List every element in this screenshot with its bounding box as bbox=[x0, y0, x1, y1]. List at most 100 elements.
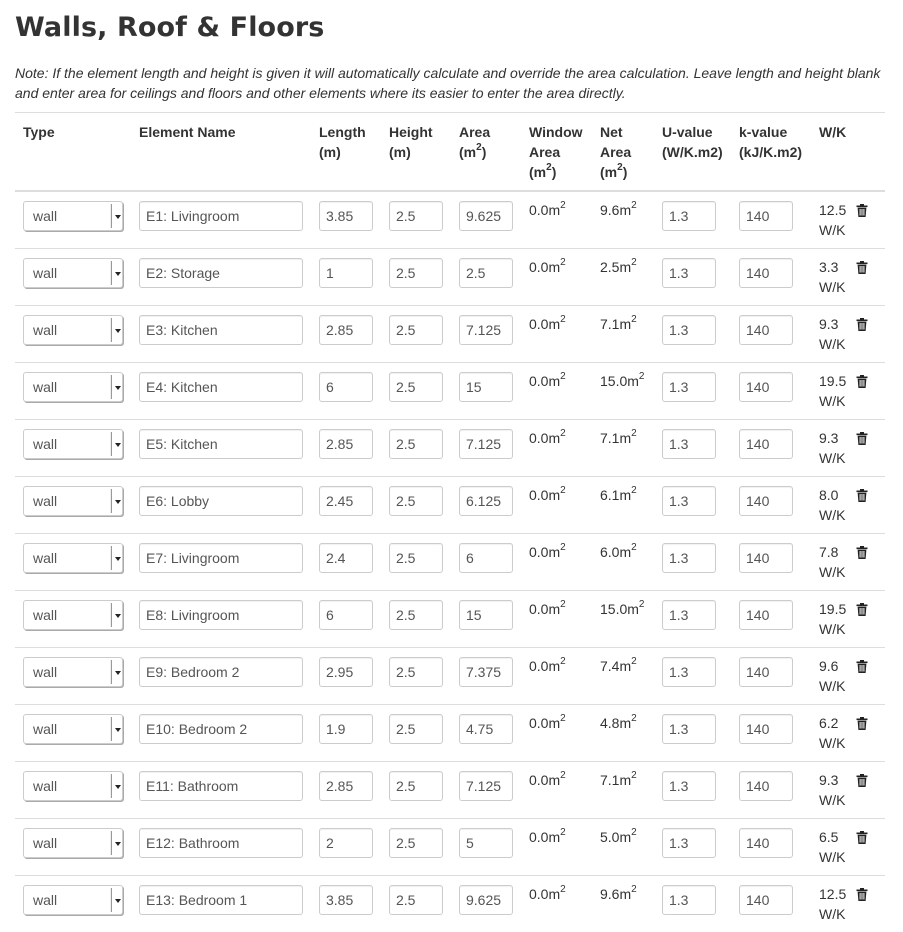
k-value-input[interactable]: 140 bbox=[739, 314, 793, 345]
length-input[interactable]: 2.95 bbox=[319, 656, 373, 687]
type-select[interactable]: wall bbox=[23, 542, 123, 573]
delete-row-button[interactable] bbox=[856, 305, 885, 362]
length-input[interactable]: 1.9 bbox=[319, 713, 373, 744]
type-select[interactable]: wall bbox=[23, 770, 123, 801]
u-value-input[interactable]: 1.3 bbox=[662, 542, 716, 573]
element-name-input[interactable]: E1: Livingroom bbox=[139, 201, 303, 231]
k-value-input[interactable]: 140 bbox=[739, 713, 793, 744]
type-select[interactable]: wall bbox=[23, 827, 123, 858]
k-value-input[interactable]: 140 bbox=[739, 428, 793, 459]
element-name-input[interactable]: E9: Bedroom 2 bbox=[139, 656, 303, 687]
height-input[interactable]: 2.5 bbox=[389, 371, 443, 402]
area-input[interactable]: 9.625 bbox=[459, 201, 513, 231]
u-value-input[interactable]: 1.3 bbox=[662, 884, 716, 915]
u-value-input[interactable]: 1.3 bbox=[662, 314, 716, 345]
delete-row-button[interactable] bbox=[856, 875, 885, 932]
element-name-input[interactable]: E6: Lobby bbox=[139, 485, 303, 516]
u-value-input[interactable]: 1.3 bbox=[662, 428, 716, 459]
type-select[interactable]: wall bbox=[23, 257, 123, 288]
u-value-input[interactable]: 1.3 bbox=[662, 599, 716, 630]
height-input[interactable]: 2.5 bbox=[389, 770, 443, 801]
k-value-input[interactable]: 140 bbox=[739, 827, 793, 858]
element-name-input[interactable]: E10: Bedroom 2 bbox=[139, 713, 303, 744]
length-input[interactable]: 3.85 bbox=[319, 884, 373, 915]
height-input[interactable]: 2.5 bbox=[389, 201, 443, 231]
type-select[interactable]: wall bbox=[23, 428, 123, 459]
u-value-input[interactable]: 1.3 bbox=[662, 713, 716, 744]
height-input[interactable]: 2.5 bbox=[389, 713, 443, 744]
k-value-input[interactable]: 140 bbox=[739, 201, 793, 231]
u-value-input[interactable]: 1.3 bbox=[662, 257, 716, 288]
type-select[interactable]: wall bbox=[23, 713, 123, 744]
area-input[interactable]: 6.125 bbox=[459, 485, 513, 516]
u-value-input[interactable]: 1.3 bbox=[662, 770, 716, 801]
area-input[interactable]: 7.125 bbox=[459, 770, 513, 801]
height-input[interactable]: 2.5 bbox=[389, 428, 443, 459]
element-name-input[interactable]: E2: Storage bbox=[139, 257, 303, 288]
length-input[interactable]: 3.85 bbox=[319, 201, 373, 231]
height-input[interactable]: 2.5 bbox=[389, 485, 443, 516]
type-select[interactable]: wall bbox=[23, 201, 123, 231]
k-value-input[interactable]: 140 bbox=[739, 884, 793, 915]
delete-row-button[interactable] bbox=[856, 248, 885, 305]
k-value-input[interactable]: 140 bbox=[739, 485, 793, 516]
height-input[interactable]: 2.5 bbox=[389, 656, 443, 687]
element-name-input[interactable]: E8: Livingroom bbox=[139, 599, 303, 630]
element-name-input[interactable]: E13: Bedroom 1 bbox=[139, 884, 303, 915]
length-input[interactable]: 1 bbox=[319, 257, 373, 288]
u-value-input[interactable]: 1.3 bbox=[662, 371, 716, 402]
area-input[interactable]: 4.75 bbox=[459, 713, 513, 744]
type-select[interactable]: wall bbox=[23, 656, 123, 687]
element-name-input[interactable]: E5: Kitchen bbox=[139, 428, 303, 459]
element-name-input[interactable]: E11: Bathroom bbox=[139, 770, 303, 801]
area-input[interactable]: 7.375 bbox=[459, 656, 513, 687]
type-select[interactable]: wall bbox=[23, 884, 123, 915]
type-select[interactable]: wall bbox=[23, 485, 123, 516]
k-value-input[interactable]: 140 bbox=[739, 371, 793, 402]
area-input[interactable]: 9.625 bbox=[459, 884, 513, 915]
delete-row-button[interactable] bbox=[856, 362, 885, 419]
height-input[interactable]: 2.5 bbox=[389, 542, 443, 573]
element-name-input[interactable]: E7: Livingroom bbox=[139, 542, 303, 573]
delete-row-button[interactable] bbox=[856, 533, 885, 590]
area-input[interactable]: 15 bbox=[459, 599, 513, 630]
area-input[interactable]: 2.5 bbox=[459, 257, 513, 288]
length-input[interactable]: 6 bbox=[319, 599, 373, 630]
area-input[interactable]: 7.125 bbox=[459, 314, 513, 345]
length-input[interactable]: 2.4 bbox=[319, 542, 373, 573]
u-value-input[interactable]: 1.3 bbox=[662, 485, 716, 516]
area-input[interactable]: 5 bbox=[459, 827, 513, 858]
type-select[interactable]: wall bbox=[23, 371, 123, 402]
k-value-input[interactable]: 140 bbox=[739, 542, 793, 573]
area-input[interactable]: 15 bbox=[459, 371, 513, 402]
area-input[interactable]: 7.125 bbox=[459, 428, 513, 459]
element-name-input[interactable]: E3: Kitchen bbox=[139, 314, 303, 345]
delete-row-button[interactable] bbox=[856, 476, 885, 533]
delete-row-button[interactable] bbox=[856, 191, 885, 248]
length-input[interactable]: 2.85 bbox=[319, 428, 373, 459]
u-value-input[interactable]: 1.3 bbox=[662, 201, 716, 231]
type-select[interactable]: wall bbox=[23, 314, 123, 345]
delete-row-button[interactable] bbox=[856, 647, 885, 704]
element-name-input[interactable]: E12: Bathroom bbox=[139, 827, 303, 858]
delete-row-button[interactable] bbox=[856, 704, 885, 761]
k-value-input[interactable]: 140 bbox=[739, 770, 793, 801]
element-name-input[interactable]: E4: Kitchen bbox=[139, 371, 303, 402]
height-input[interactable]: 2.5 bbox=[389, 257, 443, 288]
k-value-input[interactable]: 140 bbox=[739, 599, 793, 630]
length-input[interactable]: 2.45 bbox=[319, 485, 373, 516]
u-value-input[interactable]: 1.3 bbox=[662, 827, 716, 858]
length-input[interactable]: 6 bbox=[319, 371, 373, 402]
length-input[interactable]: 2.85 bbox=[319, 770, 373, 801]
k-value-input[interactable]: 140 bbox=[739, 257, 793, 288]
u-value-input[interactable]: 1.3 bbox=[662, 656, 716, 687]
type-select[interactable]: wall bbox=[23, 599, 123, 630]
delete-row-button[interactable] bbox=[856, 818, 885, 875]
length-input[interactable]: 2 bbox=[319, 827, 373, 858]
delete-row-button[interactable] bbox=[856, 761, 885, 818]
area-input[interactable]: 6 bbox=[459, 542, 513, 573]
height-input[interactable]: 2.5 bbox=[389, 314, 443, 345]
height-input[interactable]: 2.5 bbox=[389, 599, 443, 630]
length-input[interactable]: 2.85 bbox=[319, 314, 373, 345]
delete-row-button[interactable] bbox=[856, 590, 885, 647]
